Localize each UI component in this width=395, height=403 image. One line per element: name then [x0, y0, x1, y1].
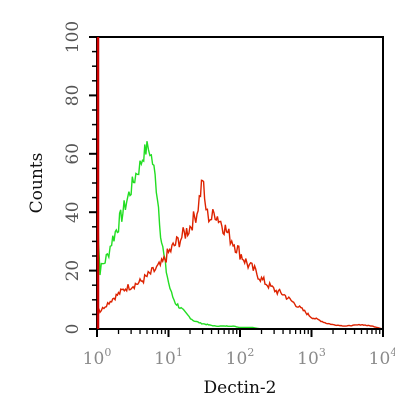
y-tick-label: 20 — [63, 260, 83, 282]
y-tick-label: 100 — [63, 21, 83, 53]
x-axis-ticks: 100 101 102 103 104 — [83, 329, 395, 369]
y-tick-label: 60 — [63, 143, 83, 165]
x-tick-label: 104 — [369, 346, 395, 369]
x-tick-label: 101 — [154, 346, 183, 369]
y-axis-title: Counts — [27, 153, 47, 214]
x-axis-title: Dectin-2 — [204, 378, 277, 398]
y-axis-ticks: 0 20 40 60 80 100 — [63, 21, 97, 335]
y-tick-label: 80 — [63, 85, 83, 107]
x-tick-label: 100 — [83, 346, 112, 369]
y-tick-label: 0 — [63, 324, 83, 335]
y-tick-label: 40 — [63, 201, 83, 223]
x-tick-label: 103 — [297, 346, 326, 369]
plot-background — [97, 37, 383, 329]
series-line-2 — [96, 179, 384, 330]
x-tick-label: 102 — [226, 346, 255, 369]
